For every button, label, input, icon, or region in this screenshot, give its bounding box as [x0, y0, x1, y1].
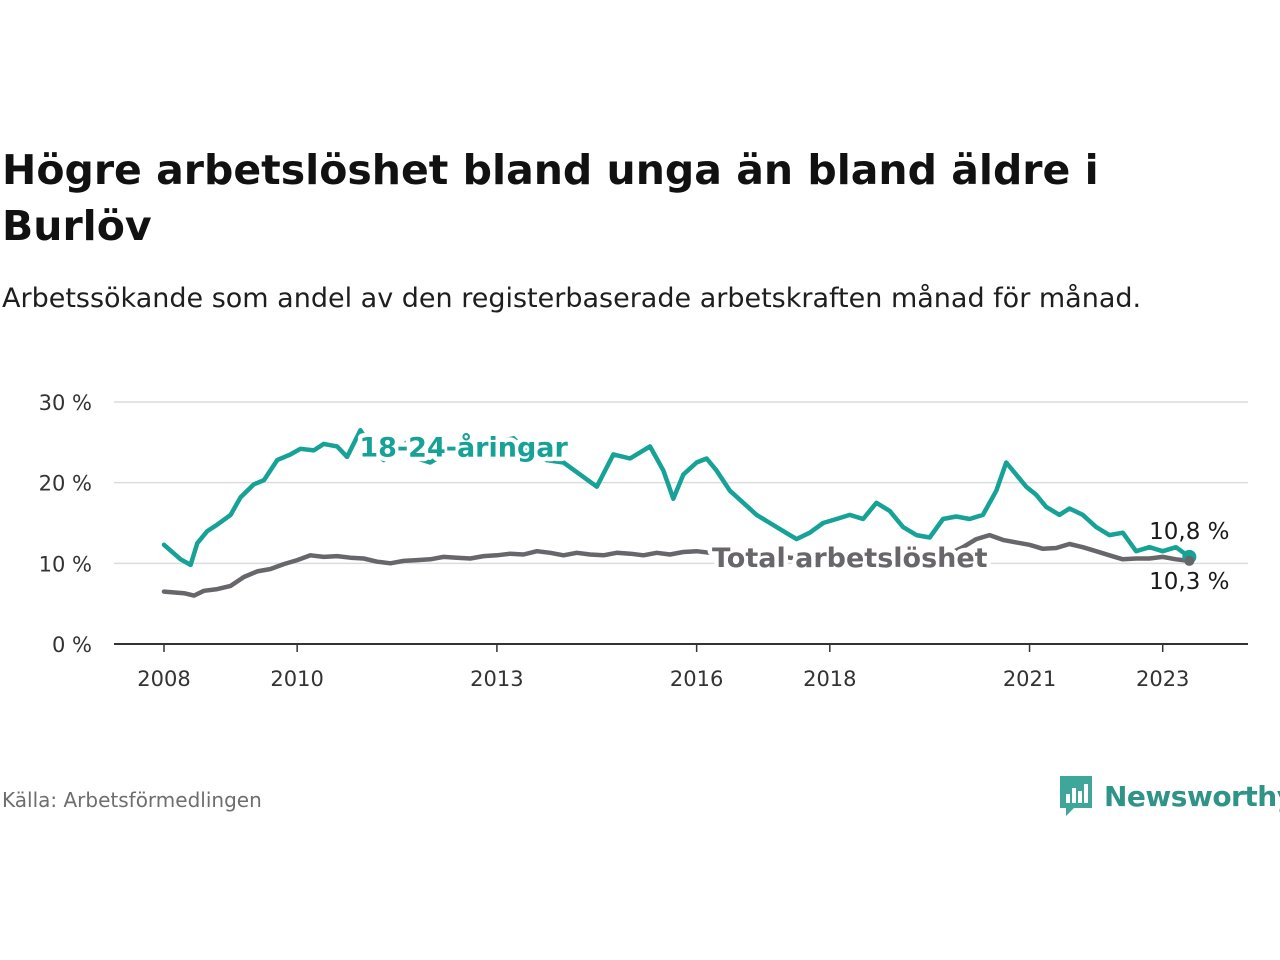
x-tick-label: 2013 [470, 667, 523, 691]
line-chart: 0 % 10 % 20 % 30 % 2008 2010 2013 2016 2018 2021… [39, 391, 1248, 691]
y-tick-label: 20 % [39, 472, 92, 496]
brand-name: Newsworthy [1104, 779, 1280, 813]
series-labels: 18-24-åringar Total arbetslöshet 10,8 % 10,… [355, 427, 1233, 598]
y-axis: 0 % 10 % 20 % 30 % [39, 391, 92, 657]
x-tick-label: 2023 [1136, 667, 1189, 691]
end-marker-total [1184, 555, 1195, 566]
y-tick-label: 10 % [39, 552, 92, 576]
source-note: Källa: Arbetsförmedlingen [2, 788, 262, 812]
end-value-label-youth: 10,8 % [1149, 519, 1229, 545]
y-tick-label: 0 % [52, 633, 92, 657]
newsworthy-logo-icon [1060, 776, 1092, 816]
x-tick-label: 2008 [137, 667, 190, 691]
series-label-youth: 18-24-åringar [359, 431, 568, 463]
end-value-label-total: 10,3 % [1149, 569, 1229, 595]
series-label-total: Total arbetslöshet [712, 543, 988, 574]
x-tick-label: 2018 [803, 667, 856, 691]
series-lines [161, 427, 1192, 598]
chart-title: Högre arbetslöshet bland unga än bland ä… [2, 146, 1099, 250]
brand-logo: Newsworthy [1058, 772, 1280, 820]
series-line-total [161, 532, 1192, 598]
x-axis: 2008 2010 2013 2016 2018 2021 2023 [114, 643, 1248, 691]
x-tick-label: 2010 [270, 667, 323, 691]
series-line-youth [161, 427, 1192, 568]
x-tick-label: 2016 [670, 667, 723, 691]
x-tick-label: 2021 [1003, 667, 1056, 691]
chart-subtitle: Arbetssökande som andel av den registerb… [2, 283, 1142, 314]
y-tick-label: 30 % [39, 391, 92, 415]
